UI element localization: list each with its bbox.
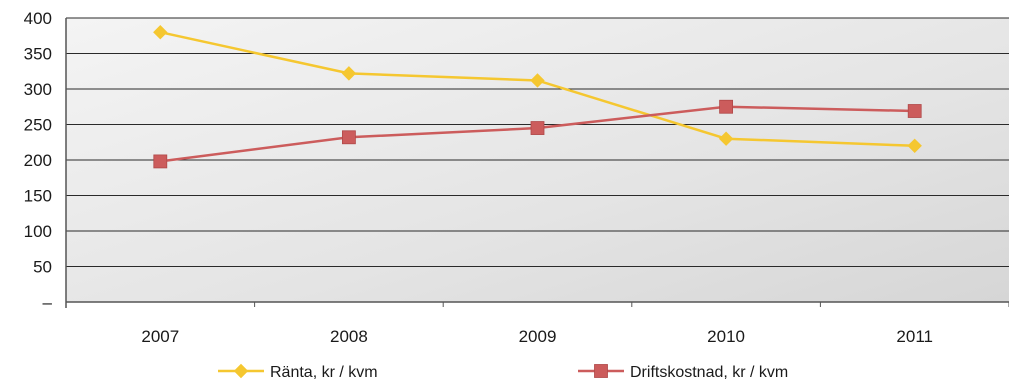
data-point-0-4 (907, 138, 922, 154)
data-point-0-0 (153, 24, 168, 40)
x-tick-label: 2009 (519, 327, 557, 346)
legend-item-0: Ränta, kr / kvm (218, 363, 378, 381)
y-tick-label: 350 (24, 45, 52, 64)
y-tick-label: 300 (24, 80, 52, 99)
x-tick-label: 2010 (707, 327, 745, 346)
data-point-1-2 (530, 121, 545, 135)
y-tick-label: 400 (24, 9, 52, 28)
legend-label: Driftskostnad, kr / kvm (630, 364, 788, 381)
data-point-0-2 (530, 73, 545, 88)
data-point-1-4 (907, 104, 922, 118)
y-tick-label: 200 (24, 151, 52, 170)
legend-item-1: Driftskostnad, kr / kvm (578, 364, 788, 381)
data-point-0-1 (341, 66, 357, 81)
legend-marker (233, 363, 249, 379)
y-tick-label: 50 (33, 258, 52, 277)
y-tick-label: 250 (24, 116, 52, 135)
y-tick-label: 150 (24, 187, 52, 206)
legend-label: Ränta, kr / kvm (270, 364, 378, 381)
data-point-1-1 (341, 130, 356, 145)
legend-marker (594, 364, 608, 378)
data-point-0-3 (718, 131, 734, 146)
data-point-1-0 (153, 154, 168, 169)
gridlines (65, 17, 1009, 308)
legend: Ränta, kr / kvm Driftskostnad, kr / kvm (218, 363, 788, 381)
x-axis-tick-labels: 2007 2008 2009 2010 2011 (141, 327, 933, 346)
y-axis-tick-labels: – 50 100 150 200 250 300 350 400 (24, 9, 53, 312)
y-tick-label: – (43, 293, 53, 312)
x-tick-label: 2008 (330, 327, 368, 346)
series-lines (153, 24, 922, 169)
data-point-1-3 (719, 99, 733, 114)
y-tick-label: 100 (24, 222, 52, 241)
x-tick-label: 2011 (896, 327, 933, 346)
x-tick-label: 2007 (141, 327, 179, 346)
